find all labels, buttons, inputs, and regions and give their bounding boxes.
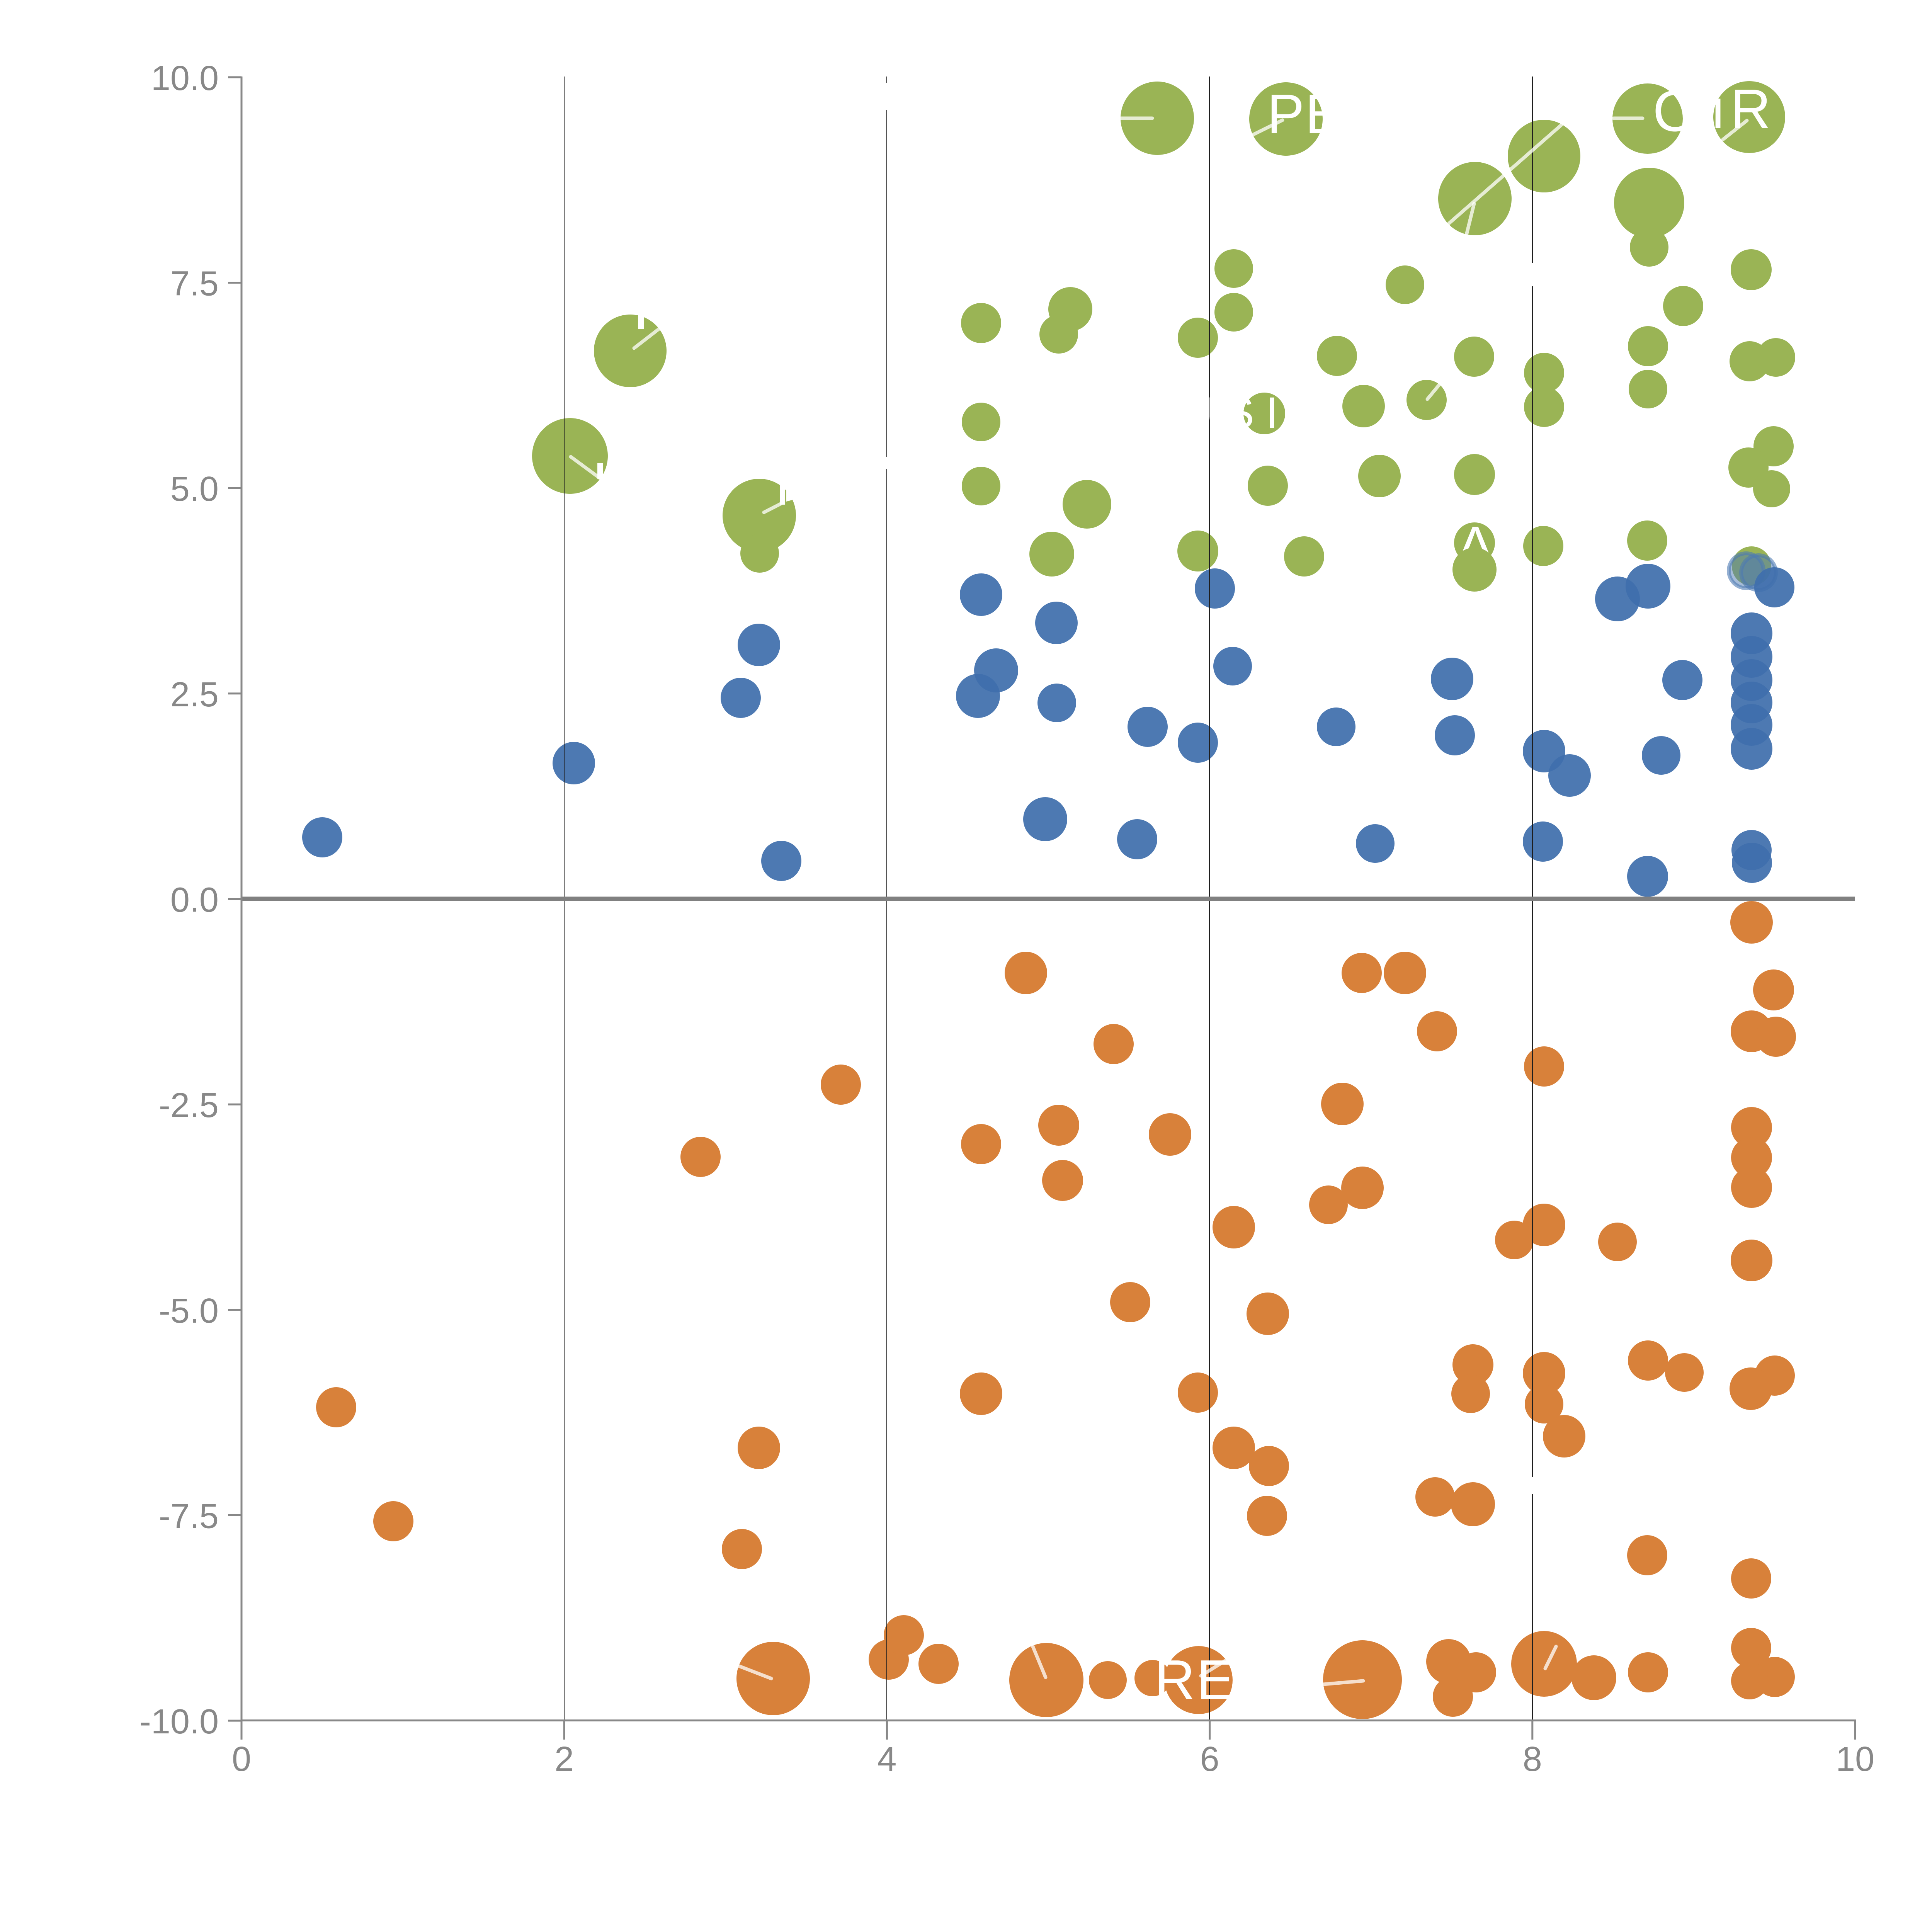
- svg-text:-10.0: -10.0: [139, 1702, 219, 1741]
- svg-text:C: C: [1653, 78, 1694, 143]
- svg-text:-5.0: -5.0: [159, 1292, 219, 1330]
- svg-text:6: 6: [1200, 1740, 1219, 1779]
- svg-text:10: 10: [1836, 1740, 1874, 1779]
- svg-text:-7.5: -7.5: [159, 1497, 219, 1536]
- svg-text:2: 2: [554, 1740, 574, 1779]
- svg-text:0.0: 0.0: [170, 881, 219, 920]
- svg-text:5.0: 5.0: [170, 470, 219, 509]
- svg-text:4: 4: [877, 1740, 896, 1779]
- svg-text:8: 8: [1523, 1740, 1542, 1779]
- svg-text:7.5: 7.5: [170, 265, 219, 303]
- svg-text:-2.5: -2.5: [159, 1086, 219, 1125]
- svg-text:2.5: 2.5: [170, 675, 219, 714]
- svg-text:iR: iR: [1712, 78, 1777, 140]
- svg-text:RE: RE: [1155, 1648, 1235, 1711]
- svg-text:USI: USI: [1181, 388, 1290, 438]
- svg-text:0: 0: [232, 1740, 251, 1779]
- svg-text:PE: PE: [1267, 83, 1343, 145]
- svg-text:10.0: 10.0: [151, 59, 219, 98]
